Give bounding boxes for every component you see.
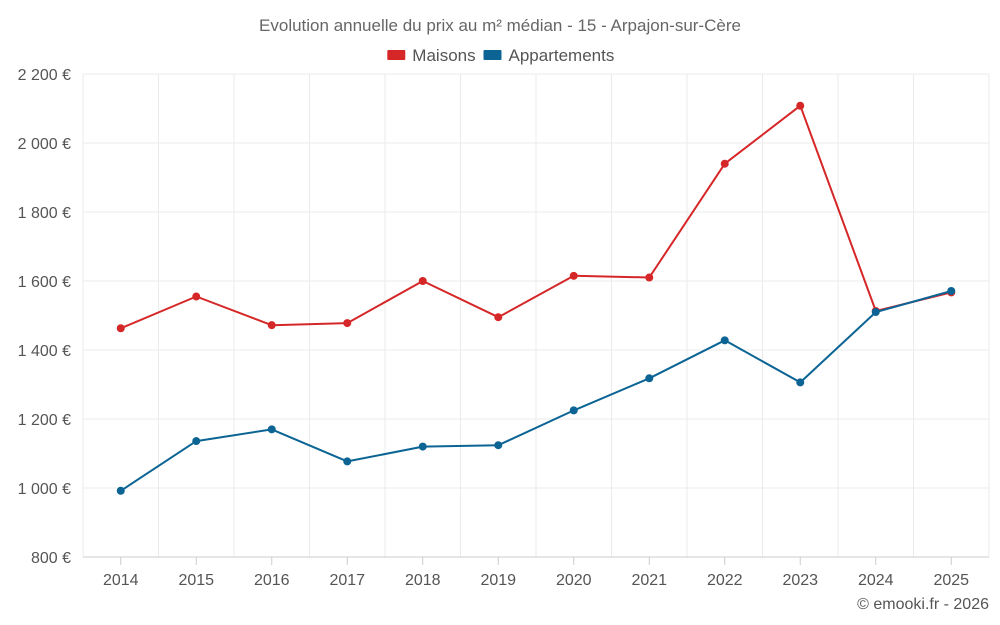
x-tick-label: 2023 bbox=[782, 572, 818, 589]
legend-label: Appartements bbox=[509, 46, 615, 65]
x-tick-label: 2018 bbox=[405, 572, 441, 589]
legend-swatch bbox=[387, 50, 406, 60]
x-tick-label: 2025 bbox=[933, 572, 969, 589]
y-tick-label: 1 800 € bbox=[18, 205, 71, 222]
data-point-appartements[interactable] bbox=[418, 442, 427, 451]
data-point-maisons[interactable] bbox=[494, 313, 503, 322]
data-point-maisons[interactable] bbox=[116, 324, 125, 333]
y-tick-label: 2 000 € bbox=[18, 136, 71, 153]
legend-item-maisons[interactable]: Maisons bbox=[387, 46, 476, 65]
x-tick-label: 2017 bbox=[329, 572, 365, 589]
chart-title: Evolution annuelle du prix au m² médian … bbox=[259, 16, 741, 35]
data-point-maisons[interactable] bbox=[796, 101, 805, 110]
legend-swatch bbox=[483, 50, 502, 60]
data-point-appartements[interactable] bbox=[343, 457, 352, 466]
y-tick-label: 800 € bbox=[31, 550, 71, 567]
y-tick-label: 1 400 € bbox=[18, 343, 71, 360]
data-point-maisons[interactable] bbox=[720, 159, 729, 168]
data-point-appartements[interactable] bbox=[796, 378, 805, 387]
data-point-appartements[interactable] bbox=[645, 374, 654, 383]
series-line-maisons bbox=[120, 104, 952, 330]
grid bbox=[82, 73, 990, 557]
series-line-appartements bbox=[120, 290, 952, 492]
data-point-maisons[interactable] bbox=[645, 273, 654, 282]
x-tick-label: 2019 bbox=[480, 572, 516, 589]
x-tick-label: 2015 bbox=[178, 572, 214, 589]
data-point-appartements[interactable] bbox=[494, 441, 503, 450]
data-point-appartements[interactable] bbox=[871, 308, 880, 317]
y-tick-label: 1 000 € bbox=[18, 481, 71, 498]
data-point-appartements[interactable] bbox=[569, 406, 578, 415]
data-point-maisons[interactable] bbox=[569, 271, 578, 280]
y-tick-label: 2 200 € bbox=[18, 67, 71, 84]
data-point-maisons[interactable] bbox=[192, 292, 201, 301]
data-point-appartements[interactable] bbox=[720, 336, 729, 345]
x-axis: 2014 2015 2016 2017 2018 2019 2020 2021 2022 2023… bbox=[83, 556, 989, 589]
data-point-maisons[interactable] bbox=[343, 319, 352, 328]
data-point-maisons[interactable] bbox=[267, 321, 276, 330]
legend: Maisons Appartements bbox=[387, 46, 614, 65]
x-tick-label: 2021 bbox=[631, 572, 667, 589]
x-tick-label: 2022 bbox=[707, 572, 743, 589]
series bbox=[116, 101, 956, 495]
y-axis: 800 € 1 000 € 1 200 € 1 400 € 1 600 € 1 800 €… bbox=[18, 67, 71, 567]
data-point-appartements[interactable] bbox=[116, 486, 125, 495]
legend-label: Maisons bbox=[412, 46, 475, 65]
data-point-maisons[interactable] bbox=[418, 277, 427, 285]
y-tick-label: 1 600 € bbox=[18, 274, 71, 291]
x-tick-label: 2014 bbox=[103, 572, 139, 589]
x-tick-label: 2020 bbox=[556, 572, 592, 589]
x-tick-label: 2016 bbox=[254, 572, 290, 589]
y-tick-label: 1 200 € bbox=[18, 412, 71, 429]
data-point-appartements[interactable] bbox=[192, 437, 201, 446]
data-point-appartements[interactable] bbox=[947, 287, 956, 296]
credit-text: © emooki.fr - 2026 bbox=[857, 596, 989, 613]
x-tick-label: 2024 bbox=[858, 572, 894, 589]
data-point-appartements[interactable] bbox=[267, 425, 276, 434]
legend-item-appartements[interactable]: Appartements bbox=[483, 46, 615, 65]
